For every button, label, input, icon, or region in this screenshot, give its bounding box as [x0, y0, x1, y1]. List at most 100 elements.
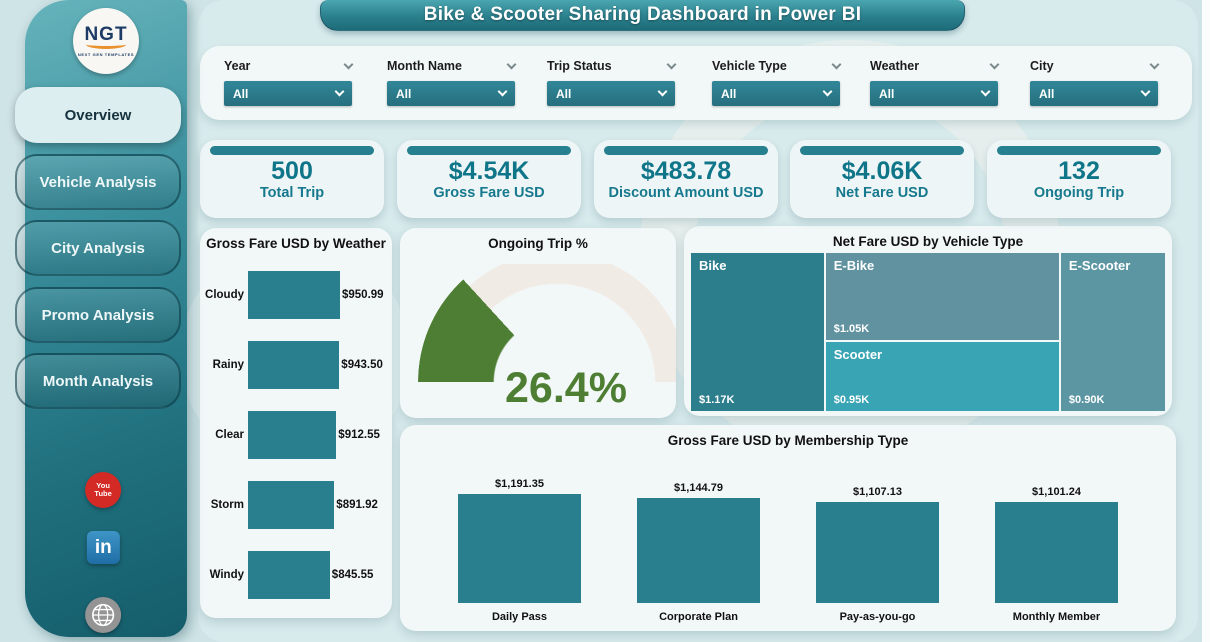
treemap-tile-scooter[interactable]: Scooter $0.95K: [825, 341, 1059, 411]
kpi-value: 132: [1058, 157, 1100, 185]
bar-cloudy[interactable]: [248, 271, 340, 319]
bar-row-cloudy: Cloudy $950.99: [200, 271, 392, 319]
tile-label: E-Scooter: [1068, 258, 1131, 273]
chevron-down-icon[interactable]: [343, 59, 354, 69]
chevron-down-icon[interactable]: [506, 59, 517, 69]
kpi-label: Ongoing Trip: [1033, 185, 1125, 201]
sidebar-item-overview[interactable]: Overview: [15, 87, 181, 143]
chevron-down-icon: [497, 86, 508, 97]
chart-gross-fare-by-membership-type: Gross Fare USD by Membership Type $1,191…: [400, 425, 1176, 631]
filter-dropdown-year[interactable]: All: [224, 81, 352, 106]
chart-title: Net Fare USD by Vehicle Type: [832, 234, 1024, 249]
tile-label: E-Bike: [833, 258, 875, 273]
tile-label: Bike: [699, 258, 727, 273]
filter-value: All: [721, 86, 737, 101]
kpi-accent-bar: [210, 146, 374, 155]
chevron-down-icon[interactable]: [831, 59, 842, 69]
weather-bars: Cloudy $950.99 Rainy $943.50 Clear $912.55 Sto…: [200, 260, 392, 610]
column-corporate-plan: $1,144.79 Corporate Plan: [637, 455, 760, 623]
filter-label: Vehicle Type: [712, 59, 787, 73]
chevron-down-icon: [980, 86, 991, 97]
category-label: Clear: [215, 429, 244, 441]
kpi-card-total-trip: 500 Total Trip: [200, 140, 384, 218]
kpi-value: $4.06K: [841, 157, 923, 185]
filter-city: City All: [1030, 57, 1160, 106]
chevron-down-icon: [334, 86, 345, 97]
bar-pay-as-you-go[interactable]: [816, 501, 939, 603]
sidebar-item-vehicle-analysis[interactable]: Vehicle Analysis: [15, 154, 181, 210]
treemap-middle-column: E-Bike $1.05K Scooter $0.95K: [825, 253, 1059, 411]
tile-label: Scooter: [833, 346, 883, 362]
sidebar-item-month-analysis[interactable]: Month Analysis: [15, 353, 181, 409]
filter-header: Year: [224, 57, 354, 75]
kpi-value: $4.54K: [448, 157, 530, 185]
kpi-accent-bar: [604, 146, 768, 155]
sidebar-item-promo-analysis[interactable]: Promo Analysis: [15, 287, 181, 343]
tile-value: $1.17K: [699, 394, 735, 406]
gauge-value: 26.4%: [505, 364, 627, 412]
kpi-label: Discount Amount USD: [608, 185, 764, 201]
treemap: Bike $1.17K E-Bike $1.05K Scooter $0.95K…: [691, 253, 1165, 411]
kpi-label: Total Trip: [259, 185, 325, 201]
chevron-down-icon[interactable]: [989, 59, 1000, 69]
kpi-card-discount-amount-usd: $483.78 Discount Amount USD: [594, 140, 778, 218]
bar-windy[interactable]: [248, 551, 330, 599]
filter-dropdown-month-name[interactable]: All: [387, 81, 515, 106]
column-monthly-member: $1,101.24 Monthly Member: [995, 455, 1118, 623]
youtube-icon[interactable]: You Tube: [85, 472, 122, 508]
ngt-logo: NGT NEXT GEN TEMPLATES: [73, 8, 139, 74]
kpi-value: $483.78: [640, 157, 732, 185]
value-label: $950.99: [342, 289, 384, 301]
kpi-card-gross-fare-usd: $4.54K Gross Fare USD: [397, 140, 581, 218]
filter-dropdown-weather[interactable]: All: [870, 81, 998, 106]
chart-net-fare-by-vehicle-type: Net Fare USD by Vehicle Type Bike $1.17K…: [684, 226, 1172, 416]
bar-row-clear: Clear $912.55: [200, 411, 392, 459]
chevron-down-icon: [822, 86, 833, 97]
kpi-label: Net Fare USD: [835, 185, 929, 201]
logo-subtext: NEXT GEN TEMPLATES: [77, 51, 135, 57]
bar-rainy[interactable]: [248, 341, 340, 389]
bar-corporate-plan[interactable]: [637, 498, 760, 603]
chart-title: Gross Fare USD by Membership Type: [667, 433, 909, 448]
membership-bars: $1,191.35 Daily Pass $1,144.79 Corporate Pl…: [430, 455, 1146, 623]
page-title: Bike & Scooter Sharing Dashboard in Powe…: [320, 0, 965, 31]
value-label: $845.55: [331, 569, 374, 581]
treemap-tile-e-bike[interactable]: E-Bike $1.05K: [825, 253, 1059, 340]
filter-dropdown-vehicle-type[interactable]: All: [712, 81, 840, 106]
kpi-accent-bar: [997, 146, 1161, 155]
category-label: Daily Pass: [491, 611, 548, 623]
treemap-tile-bike[interactable]: Bike $1.17K: [691, 253, 824, 411]
filter-header: City: [1030, 57, 1160, 75]
website-globe-icon[interactable]: [85, 597, 122, 633]
bar-row-rainy: Rainy $943.50: [200, 341, 392, 389]
filter-label: Month Name: [387, 59, 462, 73]
column-pay-as-you-go: $1,107.13 Pay-as-you-go: [816, 455, 939, 623]
filter-label: City: [1030, 59, 1054, 73]
kpi-card-ongoing-trip: 132 Ongoing Trip: [987, 140, 1171, 218]
bar-monthly-member[interactable]: [995, 502, 1118, 603]
treemap-tile-e-scooter[interactable]: E-Scooter $0.90K: [1060, 253, 1165, 411]
filter-dropdown-city[interactable]: All: [1030, 81, 1158, 106]
kpi-accent-bar: [800, 146, 964, 155]
bar-daily-pass[interactable]: [458, 494, 581, 603]
chevron-down-icon[interactable]: [1149, 59, 1160, 69]
chart-ongoing-trip-gauge: Ongoing Trip % 26.4%: [400, 228, 676, 418]
sidebar-item-city-analysis[interactable]: City Analysis: [15, 220, 181, 276]
value-label: $943.50: [341, 359, 383, 371]
sidebar: NGT NEXT GEN TEMPLATES Overview Vehicle A…: [15, 0, 187, 637]
category-label: Storm: [210, 499, 244, 511]
gauge-area: 26.4%: [400, 264, 676, 418]
bar-clear[interactable]: [248, 411, 337, 459]
filter-header: Trip Status: [547, 57, 677, 75]
filter-year: Year All: [224, 57, 354, 106]
bar-storm[interactable]: [248, 481, 335, 529]
linkedin-icon[interactable]: in: [86, 531, 120, 564]
filter-dropdown-trip-status[interactable]: All: [547, 81, 675, 106]
logo-text: NGT: [84, 23, 128, 45]
category-label: Monthly Member: [1012, 611, 1101, 623]
filter-value: All: [879, 86, 895, 101]
filter-month-name: Month Name All: [387, 57, 517, 106]
tile-value: $0.90K: [1068, 394, 1105, 406]
value-label: $912.55: [338, 429, 380, 441]
chevron-down-icon[interactable]: [666, 59, 677, 69]
